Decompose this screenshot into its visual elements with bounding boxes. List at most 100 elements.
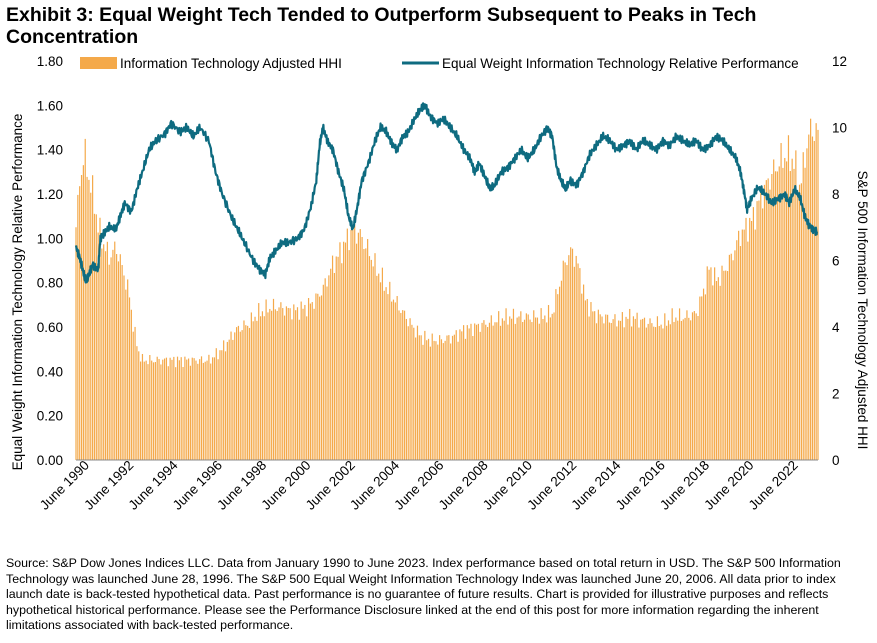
hhi-bar: [586, 298, 588, 460]
hhi-bar: [743, 229, 745, 460]
hhi-bar: [77, 194, 79, 460]
hhi-bar: [151, 360, 153, 460]
hhi-bar: [140, 361, 142, 460]
hhi-bar: [169, 357, 171, 460]
hhi-bar: [204, 361, 206, 460]
hhi-bar: [173, 356, 175, 460]
hhi-bar: [444, 340, 446, 460]
hhi-bar: [660, 324, 662, 460]
hhi-bar: [280, 302, 282, 460]
hhi-bar: [616, 326, 618, 460]
hhi-bar: [387, 294, 389, 460]
hhi-bar: [680, 320, 683, 460]
hhi-bar: [92, 175, 94, 460]
hhi-bar: [477, 323, 479, 460]
hhi-bar: [426, 340, 428, 460]
hhi-bar: [684, 317, 686, 460]
hhi-bar: [104, 251, 107, 460]
hhi-bar: [117, 261, 120, 460]
hhi-bar: [511, 318, 513, 460]
hhi-bar: [496, 322, 498, 460]
hhi-bar: [154, 362, 156, 460]
hhi-bar: [682, 319, 684, 460]
hhi-bar: [156, 356, 158, 460]
hhi-bar: [738, 230, 740, 460]
hhi-bar: [269, 308, 271, 460]
hhi-bar: [84, 138, 86, 460]
hhi-bar: [699, 296, 701, 460]
hhi-bar: [527, 314, 529, 460]
hhi-bar: [636, 312, 638, 460]
hhi-bar: [540, 308, 542, 460]
hhi-bar: [221, 350, 223, 460]
hhi-bar: [352, 228, 354, 460]
hhi-bar: [383, 290, 385, 460]
hhi-bar: [459, 329, 461, 460]
hhi-bar: [391, 301, 393, 460]
hhi-bar: [274, 309, 276, 460]
hhi-bar: [261, 311, 264, 460]
hhi-bar: [667, 320, 670, 460]
hhi-bar: [786, 161, 788, 460]
hhi-bar: [575, 255, 577, 460]
hhi-bar: [186, 359, 188, 460]
hhi-bar: [690, 320, 692, 460]
hhi-bar: [354, 224, 356, 460]
hhi-bar: [568, 255, 570, 460]
hhi-bar: [306, 316, 308, 460]
hhi-bar: [110, 257, 112, 460]
hhi-bar: [235, 327, 238, 460]
hhi-bar: [647, 323, 649, 460]
hhi-bar: [630, 326, 633, 460]
hhi-bar: [250, 312, 252, 460]
hhi-bar: [79, 186, 81, 460]
hhi-bar: [797, 190, 799, 460]
hhi-bar: [180, 357, 182, 460]
hhi-bar: [582, 284, 585, 460]
hhi-bar: [424, 330, 426, 460]
hhi-bar: [463, 325, 465, 460]
hhi-bar: [285, 306, 288, 460]
hhi-bar: [595, 323, 598, 460]
hhi-bar: [228, 339, 230, 460]
hhi-bar: [230, 331, 232, 460]
hhi-bar: [440, 339, 443, 460]
hhi-bar: [307, 298, 310, 460]
left-y-tick-label: 1.40: [37, 143, 63, 158]
hhi-bar: [162, 359, 164, 460]
hhi-bar: [634, 318, 636, 460]
hhi-bar: [590, 302, 592, 460]
left-y-tick-label: 0.40: [37, 364, 63, 379]
hhi-bar: [769, 189, 771, 460]
hhi-bar: [719, 285, 721, 460]
hhi-bar: [494, 322, 496, 460]
hhi-bar: [187, 358, 190, 460]
hhi-bar: [304, 304, 306, 460]
hhi-bar: [514, 323, 516, 460]
hhi-bar: [763, 184, 766, 460]
hhi-bar: [282, 308, 284, 460]
hhi-bar: [165, 357, 168, 460]
hhi-bar: [378, 273, 380, 460]
hhi-bar: [429, 346, 431, 460]
hhi-bar: [211, 357, 214, 460]
hhi-bar: [728, 254, 730, 460]
hhi-bar: [512, 308, 515, 460]
hhi-bar: [531, 322, 533, 460]
hhi-bar: [208, 354, 210, 460]
hhi-bar: [256, 320, 258, 460]
hhi-bar: [398, 310, 400, 460]
hhi-bar: [523, 319, 526, 460]
right-y-axis-ticks: 0 2 4 6 8 10 12: [832, 54, 847, 468]
hhi-bar: [374, 253, 376, 460]
y-axis-right-label: S&P 500 Information Technology Adjusted …: [855, 171, 870, 450]
hhi-bar: [88, 179, 90, 460]
hhi-bar: [324, 278, 326, 460]
hhi-bar: [612, 319, 614, 460]
left-y-tick-label: 0.00: [37, 453, 63, 468]
hhi-bar: [688, 317, 690, 460]
hhi-bar: [193, 358, 195, 460]
hhi-bar: [219, 350, 221, 460]
hhi-bar: [518, 316, 520, 460]
hhi-bar: [721, 265, 723, 460]
